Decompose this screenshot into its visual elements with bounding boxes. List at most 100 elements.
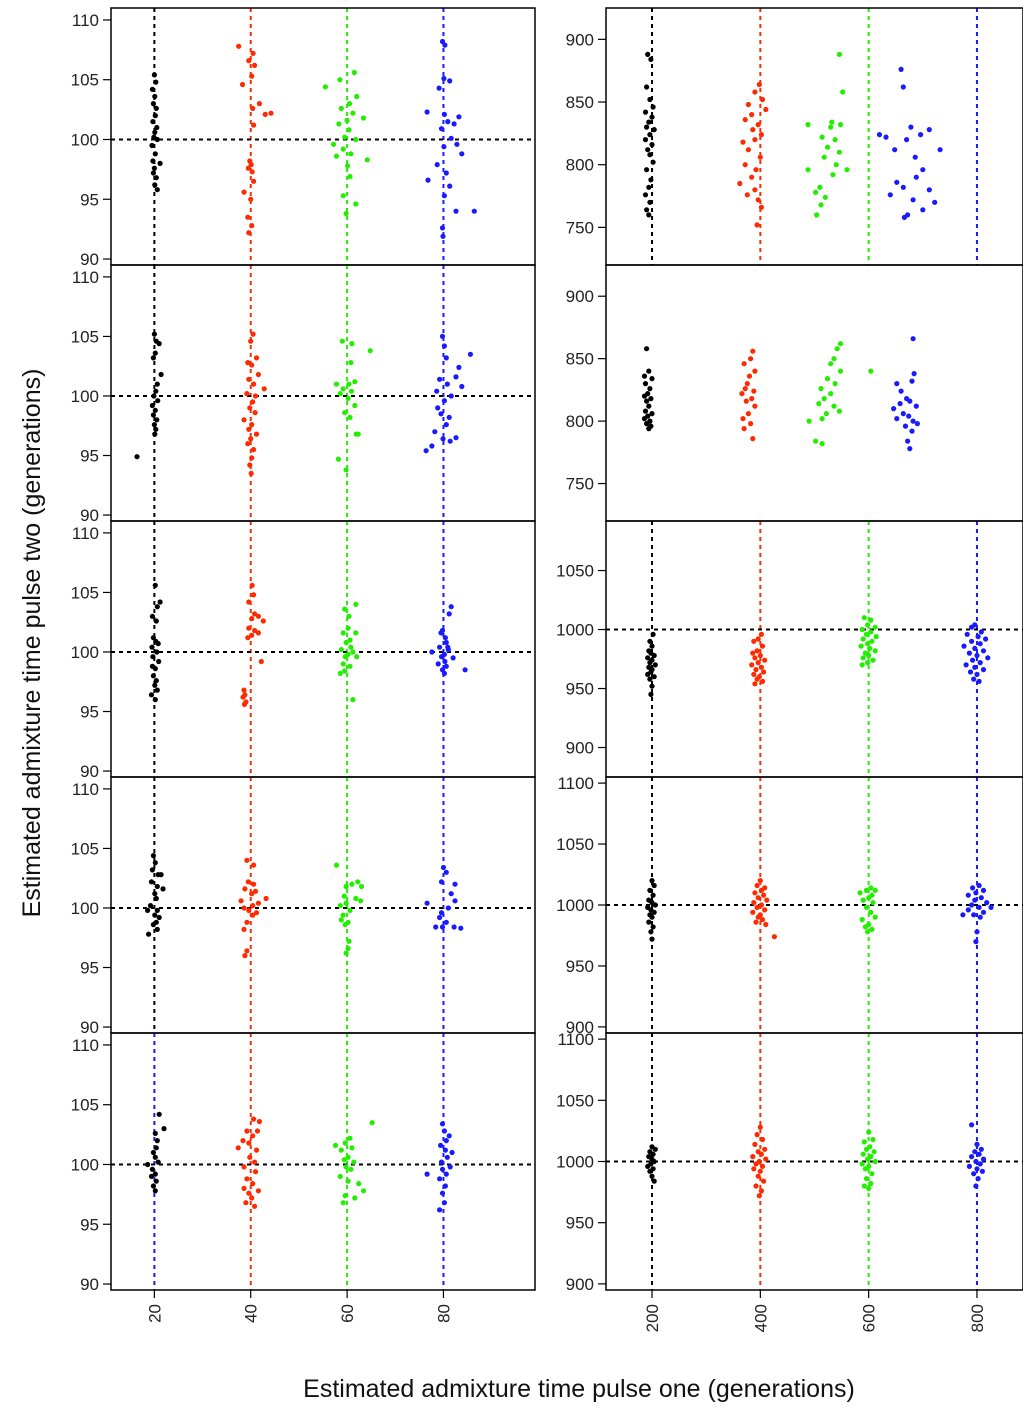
data-point-red <box>243 1200 249 1206</box>
data-point-black <box>154 907 160 914</box>
y-tick-label: 1050 <box>556 1091 594 1110</box>
data-point-green <box>821 154 827 160</box>
data-point-blue <box>966 1163 973 1169</box>
data-point-green <box>348 644 354 650</box>
data-point-green <box>865 929 871 935</box>
data-point-blue <box>975 1176 981 1182</box>
data-point-green <box>350 697 356 703</box>
data-point-black <box>150 922 156 928</box>
data-point-green <box>353 601 359 607</box>
y-tick-label: 100 <box>71 643 99 662</box>
data-point-red <box>757 1124 763 1130</box>
data-point-green <box>805 167 811 173</box>
data-point-red <box>268 110 274 116</box>
data-point-red <box>251 122 257 128</box>
data-point-green <box>868 617 874 623</box>
data-point-black <box>648 56 654 63</box>
data-point-green <box>861 1139 867 1145</box>
data-point-blue <box>440 436 446 442</box>
data-point-green <box>343 211 349 217</box>
data-point-green <box>860 1151 866 1157</box>
y-tick-label: 105 <box>71 583 99 602</box>
data-point-black <box>652 1146 658 1152</box>
data-point-green <box>345 625 351 631</box>
data-point-blue <box>443 170 449 176</box>
data-point-green <box>342 1193 348 1199</box>
data-point-green <box>863 887 870 894</box>
data-point-green <box>816 401 822 407</box>
data-point-black <box>652 662 658 668</box>
data-point-black <box>645 1163 651 1169</box>
panel-frame <box>605 520 1023 778</box>
panel-right-4: 900 950 1000 1050 1100 <box>556 774 1023 1037</box>
data-point-blue <box>441 75 447 82</box>
data-point-green <box>345 163 351 169</box>
data-point-blue <box>448 604 454 610</box>
data-point-green <box>863 1176 870 1182</box>
data-point-black <box>152 151 158 157</box>
data-point-black <box>651 909 657 915</box>
data-point-blue <box>450 655 456 661</box>
data-point-black <box>648 396 654 402</box>
data-point-green <box>817 184 823 190</box>
data-point-red <box>752 1141 758 1147</box>
y-tick-label: 95 <box>80 190 99 209</box>
y-tick-label: 110 <box>72 780 99 799</box>
data-point-black <box>152 891 158 897</box>
data-point-red <box>752 681 758 687</box>
data-point-green <box>863 1146 870 1152</box>
y-tick-label: 950 <box>566 1214 594 1233</box>
data-point-black <box>649 914 655 920</box>
data-point-green <box>351 69 357 76</box>
data-point-green <box>868 909 874 915</box>
data-point-blue <box>442 658 448 665</box>
data-point-green <box>870 1136 876 1143</box>
data-point-black <box>151 422 157 428</box>
data-point-red <box>244 948 250 954</box>
data-point-blue <box>974 1141 980 1147</box>
data-point-green <box>859 626 865 633</box>
data-point-red <box>254 1128 261 1134</box>
data-point-blue <box>975 634 981 640</box>
data-point-blue <box>969 1154 975 1160</box>
data-point-green <box>819 441 825 447</box>
data-point-red <box>241 1164 247 1170</box>
data-point-black <box>650 1151 656 1157</box>
data-point-blue <box>963 662 969 668</box>
data-point-green <box>349 1145 355 1151</box>
data-point-blue <box>898 388 904 394</box>
data-point-black <box>154 649 160 655</box>
data-point-black <box>649 878 655 884</box>
data-point-blue <box>887 192 893 198</box>
panel-frame <box>110 7 536 266</box>
data-point-blue <box>458 925 464 931</box>
data-point-black <box>641 416 648 422</box>
y-tick-label: 90 <box>80 762 99 781</box>
data-point-green <box>340 146 346 152</box>
data-point-black <box>649 936 655 942</box>
x-tick-label: 60 <box>338 1304 357 1323</box>
data-point-blue <box>437 1207 443 1213</box>
data-point-blue <box>894 179 900 185</box>
data-point-blue <box>446 611 452 617</box>
data-point-blue <box>894 416 900 422</box>
data-point-black <box>651 652 657 659</box>
data-point-green <box>349 341 355 347</box>
data-point-blue <box>980 909 987 915</box>
data-point-red <box>253 910 260 916</box>
data-point-black <box>650 104 656 110</box>
data-point-red <box>752 368 758 374</box>
data-point-green <box>872 648 878 654</box>
data-point-green <box>872 624 878 630</box>
data-point-red <box>248 338 254 344</box>
data-point-blue <box>433 924 439 930</box>
panel-frame <box>605 264 1023 522</box>
data-point-blue <box>961 643 967 649</box>
data-point-red <box>242 886 248 892</box>
data-point-red <box>757 878 763 884</box>
data-point-green <box>859 662 865 668</box>
data-point-black <box>649 411 655 417</box>
data-point-blue <box>447 438 453 444</box>
data-point-green <box>346 101 353 107</box>
